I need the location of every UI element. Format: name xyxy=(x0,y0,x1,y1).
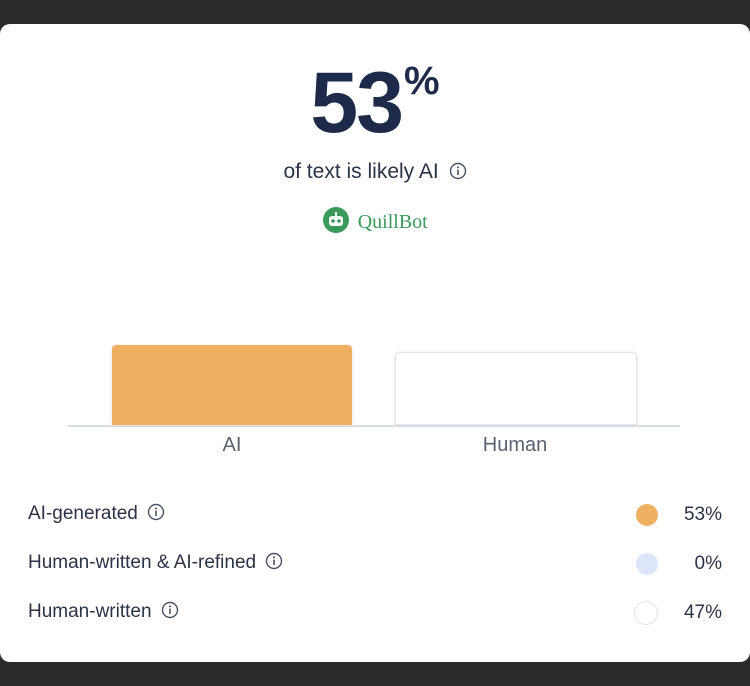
info-icon[interactable] xyxy=(449,162,467,186)
info-icon[interactable] xyxy=(265,552,283,576)
quillbot-logo-icon xyxy=(322,206,350,239)
legend-value: 47% xyxy=(683,601,722,623)
legend-row-human-written-ai-refined: Human-written & AI-refined 0% xyxy=(28,539,722,588)
bar-label-ai: AI xyxy=(222,434,242,456)
info-icon[interactable] xyxy=(147,503,165,527)
brand-name: QuillBot xyxy=(357,211,428,233)
legend-value: 0% xyxy=(694,552,722,574)
legend-label-text: AI-generated xyxy=(28,502,138,524)
ai-percentage: 53% xyxy=(0,54,750,153)
ai-human-bar-chart: AI Human xyxy=(68,324,680,474)
legend-row-human-written: Human-written 47% xyxy=(28,588,722,637)
quillbot-brand: QuillBot xyxy=(0,206,750,239)
subtitle-text: of text is likely AI xyxy=(283,160,439,183)
info-icon[interactable] xyxy=(161,601,179,625)
ai-detection-card: 53% of text is likely AI QuillBot AI Hum… xyxy=(0,24,750,662)
percent-value: 53 xyxy=(310,55,404,151)
chart-baseline xyxy=(68,425,680,427)
legend-label-text: Human-written xyxy=(28,600,152,622)
bar-human xyxy=(395,352,637,425)
legend-swatch xyxy=(634,600,658,625)
legend-label: Human-written xyxy=(28,601,634,625)
breakdown-legend: AI-generated 53% Human-written & AI-refi… xyxy=(28,490,722,637)
percent-symbol: % xyxy=(404,59,440,103)
legend-label: Human-written & AI-refined xyxy=(28,552,636,576)
legend-swatch xyxy=(636,552,658,575)
legend-value: 53% xyxy=(683,503,722,525)
result-subtitle: of text is likely AI xyxy=(0,160,750,186)
bar-label-human: Human xyxy=(482,434,548,456)
bar-ai xyxy=(112,345,352,425)
legend-swatch xyxy=(636,503,658,526)
legend-label-text: Human-written & AI-refined xyxy=(28,551,257,573)
legend-label: AI-generated xyxy=(28,503,636,527)
legend-row-ai-generated: AI-generated 53% xyxy=(28,490,722,539)
